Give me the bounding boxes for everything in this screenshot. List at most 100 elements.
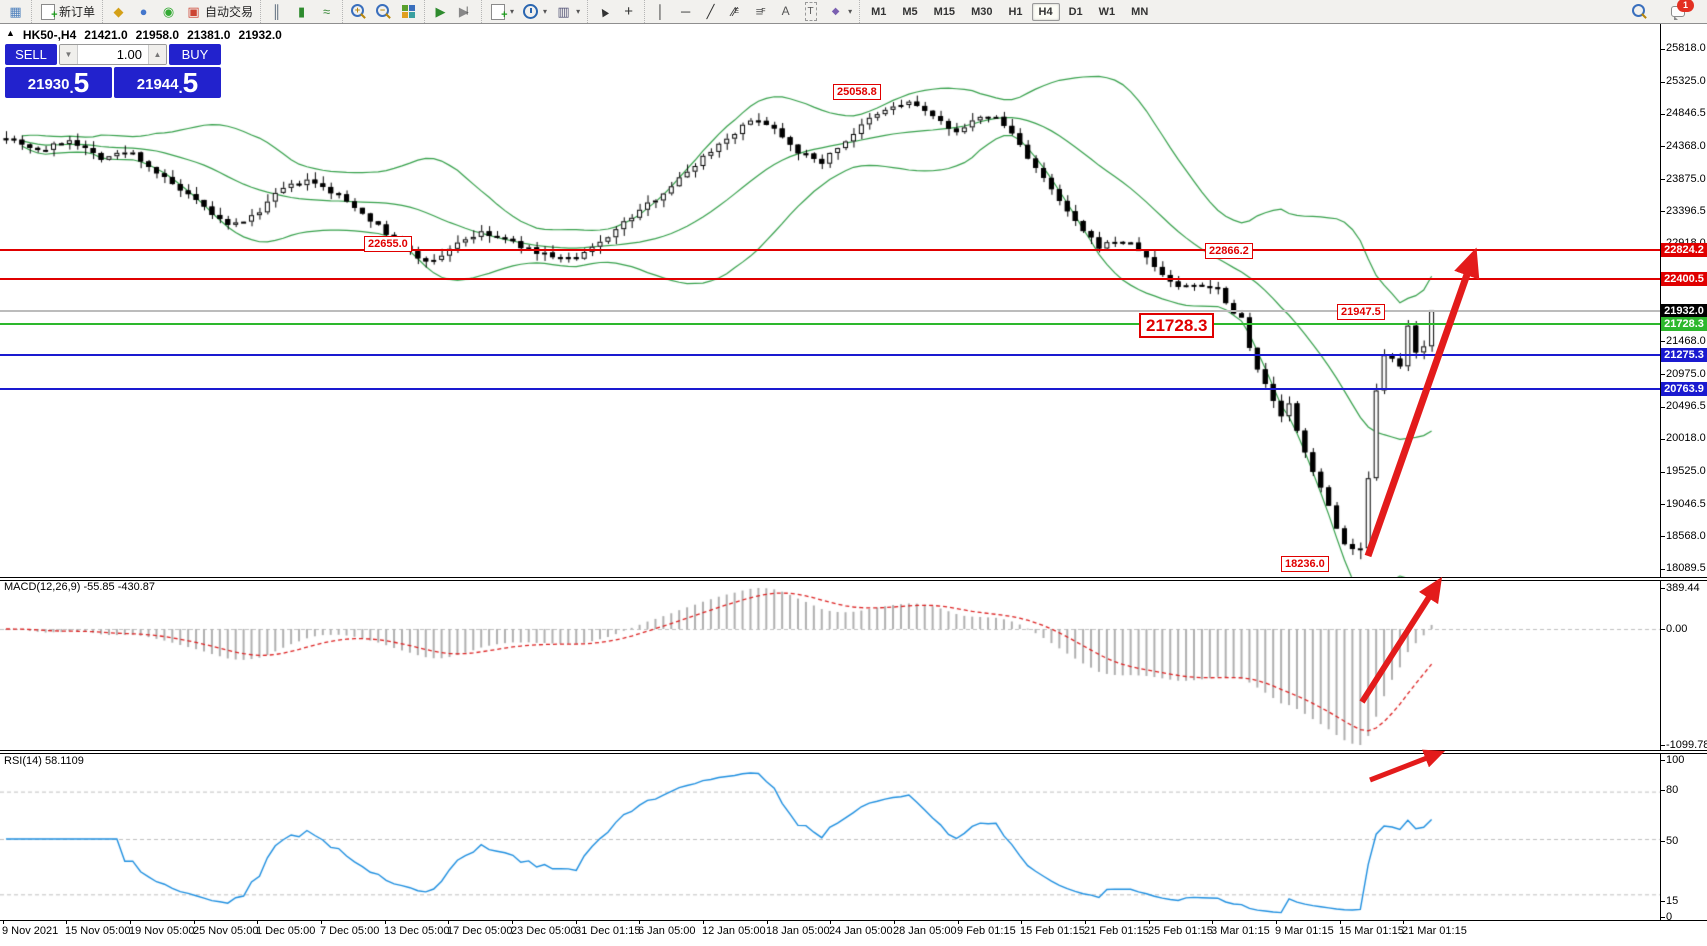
crosshair-button[interactable]: + — [616, 1, 641, 22]
rsi-tick-mark — [1660, 917, 1665, 918]
time-label: 25 Nov 05:00 — [193, 925, 259, 937]
sell-button[interactable]: SELL — [5, 44, 57, 65]
horizontal-line-button[interactable]: ─ — [673, 1, 698, 22]
price-tick-mark — [1660, 407, 1665, 408]
candlestick-chart-button[interactable]: ▮ — [289, 1, 314, 22]
price-tick-label: 18568.0 — [1666, 529, 1706, 542]
fibonacci-icon: ≡ F — [755, 4, 766, 19]
time-label: 15 Feb 01:15 — [1020, 925, 1085, 937]
timeframe-w1-button[interactable]: W1 — [1098, 5, 1116, 18]
rsi-tick-label: 50 — [1666, 835, 1679, 847]
zoom-out-button[interactable]: − — [371, 1, 396, 22]
bar-chart-button[interactable]: ║ — [264, 1, 289, 22]
vertical-line-button[interactable]: │ — [648, 1, 673, 22]
price-tick-mark — [1660, 374, 1665, 375]
rsi-tick-mark — [1660, 841, 1665, 842]
panel-separator-macd[interactable] — [0, 577, 1707, 581]
buy-button[interactable]: BUY — [169, 44, 221, 65]
price-annotation-22655.0[interactable]: 22655.0 — [364, 236, 412, 252]
community-icon: ● — [139, 4, 148, 19]
autotrading-button[interactable]: ▣ 自动交易 — [181, 1, 257, 22]
sell-price-tile[interactable]: 21930. 5 — [5, 67, 112, 98]
volume-decrease-button[interactable]: ▼ — [60, 45, 78, 64]
price-line-21932.0[interactable] — [0, 309, 1660, 312]
price-badge-20763.9: 20763.9 — [1661, 382, 1707, 397]
timeframe-m15-button[interactable]: M15 — [933, 5, 956, 18]
price-tick-mark — [1660, 211, 1665, 212]
trendline-button[interactable]: ╱ — [698, 1, 723, 22]
dropdown-arrow-icon[interactable]: ▾ — [510, 7, 515, 16]
price-annotation-18236.0[interactable]: 18236.0 — [1281, 556, 1329, 572]
dropdown-arrow-icon[interactable]: ▾ — [576, 7, 581, 16]
line-chart-icon: ≈ — [322, 4, 331, 19]
document-plus-button[interactable]: 新订单 — [35, 1, 99, 24]
clock-button[interactable]: ▾ — [518, 1, 551, 22]
templates-button[interactable]: ▥ ▾ — [551, 1, 584, 22]
text-button[interactable]: A — [773, 1, 798, 22]
metaquotes-button[interactable]: ◆ — [106, 1, 131, 22]
price-line-22824.2[interactable] — [0, 249, 1660, 252]
price-line-21728.3[interactable] — [0, 323, 1660, 326]
chat-button[interactable]: 1 — [1666, 0, 1694, 22]
text-label-button[interactable]: T — [798, 1, 823, 22]
chart-shift-button[interactable]: ▶ ▏ — [453, 1, 478, 22]
dropdown-arrow-icon[interactable]: ▾ — [543, 7, 548, 16]
auto-scroll-button[interactable]: ▶ — [428, 1, 453, 22]
fibonacci-button[interactable]: ≡ F — [748, 1, 773, 22]
time-tick-mark — [830, 920, 831, 924]
price-line-21275.3[interactable] — [0, 353, 1660, 356]
dropdown-arrow-icon[interactable]: ▾ — [848, 7, 853, 16]
toolbar-group-6: ▾▾▥▾ — [481, 0, 587, 24]
price-annotation-22866.2[interactable]: 22866.2 — [1205, 243, 1253, 259]
volume-increase-button[interactable]: ▲ — [148, 45, 166, 64]
tile-windows-button[interactable] — [396, 1, 421, 22]
chat-icon: 1 — [1670, 0, 1694, 20]
price-tick-mark — [1660, 569, 1665, 570]
cursor-button[interactable]: ▲ — [591, 1, 616, 22]
macd-tick-label: 0.00 — [1666, 623, 1688, 635]
toolbar-right: 1 — [1627, 0, 1707, 22]
autotrading-icon: ▣ — [187, 4, 200, 19]
timeframe-m5-button[interactable]: M5 — [902, 5, 918, 18]
price-tick-mark — [1660, 439, 1665, 440]
price-line-22400.5[interactable] — [0, 277, 1660, 280]
timeframe-h1-button[interactable]: H1 — [1008, 5, 1023, 18]
signals-button[interactable]: ◉ — [156, 1, 181, 22]
search-button[interactable] — [1627, 1, 1652, 22]
time-label: 15 Nov 05:00 — [65, 925, 131, 937]
time-tick-mark — [194, 920, 195, 924]
new-chart-button[interactable]: ▾ — [485, 1, 518, 24]
timeframe-d1-button[interactable]: D1 — [1068, 5, 1083, 18]
price-annotation-21947.5[interactable]: 21947.5 — [1337, 304, 1385, 320]
macd-tick-mark — [1660, 588, 1665, 589]
price-tick-mark — [1660, 82, 1665, 83]
time-tick-mark — [448, 920, 449, 924]
price-line-20763.9[interactable] — [0, 388, 1660, 391]
channel-button[interactable]: ∕∕ E — [723, 1, 748, 22]
panel-separator-rsi[interactable] — [0, 750, 1707, 754]
volume-input[interactable]: 1.00 — [116, 47, 142, 62]
price-annotation-25058.8[interactable]: 25058.8 — [833, 84, 881, 100]
community-button[interactable]: ● — [131, 1, 156, 22]
time-label: 9 Feb 01:15 — [957, 925, 1016, 937]
notification-badge[interactable]: 1 — [1677, 0, 1694, 12]
buy-price-tile[interactable]: 21944. 5 — [114, 67, 221, 98]
timeframe-m30-button[interactable]: M30 — [971, 5, 993, 18]
timeframe-h4-button[interactable]: H4 — [1031, 2, 1060, 21]
shapes-button[interactable]: ◆ ▾ — [823, 1, 856, 22]
one-click-collapse-icon[interactable]: ▲ — [6, 28, 15, 38]
text-label-icon: T — [802, 2, 819, 21]
macd-tick-mark — [1660, 745, 1665, 746]
ohlc-close: 21932.0 — [238, 28, 282, 42]
text-icon: A — [781, 4, 790, 18]
timeframe-mn-button[interactable]: MN — [1131, 5, 1149, 18]
sell-price: 21930 — [27, 76, 70, 93]
time-label: 9 Nov 2021 — [2, 925, 59, 937]
chart-window-button[interactable]: ▦ — [3, 1, 28, 22]
timeframe-m1-button[interactable]: M1 — [871, 5, 887, 18]
line-chart-button[interactable]: ≈ — [314, 1, 339, 22]
zoom-in-button[interactable]: + — [346, 1, 371, 22]
price-annotation-21728.3[interactable]: 21728.3 — [1139, 313, 1215, 338]
